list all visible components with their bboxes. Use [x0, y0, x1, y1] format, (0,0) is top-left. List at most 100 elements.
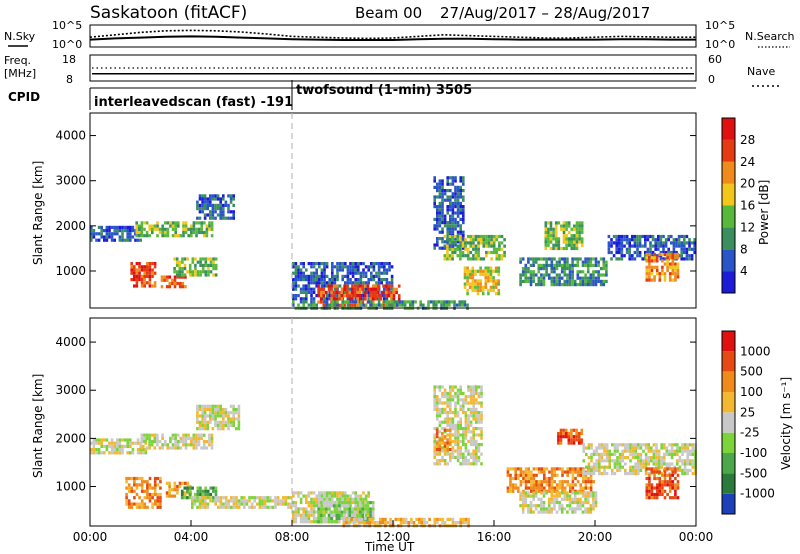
heatmap-cell — [527, 279, 530, 283]
heatmap-cell — [456, 414, 460, 418]
heatmap-cell — [441, 195, 444, 199]
heatmap-cell — [564, 431, 568, 436]
heatmap-cell — [330, 504, 333, 508]
heatmap-cell — [626, 446, 630, 450]
colorbar-swatch — [722, 249, 735, 272]
heatmap-cell — [566, 510, 569, 514]
heatmap-cell — [358, 294, 362, 298]
heatmap-cell — [302, 520, 305, 524]
heatmap-cell — [140, 234, 144, 238]
heatmap-cell — [161, 433, 164, 437]
heatmap-cell — [443, 189, 447, 193]
heatmap-cell — [330, 513, 333, 517]
heatmap-cell — [475, 391, 478, 395]
heatmap-cell — [448, 300, 451, 304]
heatmap-cell — [532, 263, 535, 267]
heatmap-cell — [689, 462, 692, 466]
heatmap-cell — [90, 229, 93, 233]
heatmap-cell — [372, 262, 376, 266]
heatmap-cell — [683, 244, 686, 248]
heatmap-cell — [219, 213, 222, 217]
heatmap-cell — [540, 483, 543, 487]
heatmap-cell — [433, 217, 436, 221]
heatmap-cell — [175, 273, 179, 277]
heatmap-cell — [211, 414, 215, 418]
heatmap-cell — [138, 502, 141, 506]
heatmap-cell — [459, 250, 462, 255]
heatmap-cell — [436, 517, 439, 521]
freq-right-tick-top: 60 — [708, 53, 722, 66]
heatmap-cell — [573, 234, 576, 238]
heatmap-cell — [668, 275, 672, 279]
heatmap-cell — [354, 504, 357, 508]
heatmap-cell — [554, 224, 558, 228]
heatmap-cell — [197, 433, 201, 437]
heatmap-cell — [302, 274, 305, 278]
heatmap-cell — [443, 428, 447, 432]
heatmap-cell — [110, 238, 114, 242]
heatmap-cell — [364, 265, 368, 269]
heatmap-cell — [330, 501, 333, 505]
heatmap-cell — [618, 462, 622, 466]
heatmap-cell — [645, 275, 649, 279]
heatmap-cell — [346, 504, 350, 508]
heatmap-cell — [521, 504, 525, 508]
heatmap-cell — [547, 276, 551, 280]
heatmap-cell — [446, 224, 449, 228]
heatmap-cell — [146, 486, 149, 490]
heatmap-cell — [469, 420, 473, 424]
heatmap-cell — [140, 483, 144, 487]
heatmap-cell — [456, 439, 460, 443]
heatmap-cell — [359, 271, 363, 275]
heatmap-cell — [338, 491, 342, 495]
heatmap-cell — [403, 300, 407, 304]
heatmap-cell — [310, 497, 313, 501]
heatmap-cell — [433, 452, 436, 456]
heatmap-cell — [653, 259, 656, 263]
heatmap-cell — [668, 265, 672, 269]
heatmap-cell — [224, 505, 228, 509]
heatmap-cell — [616, 443, 619, 447]
heatmap-cell — [433, 433, 436, 437]
heatmap-cell — [559, 438, 563, 442]
heatmap-cell — [192, 443, 196, 447]
heatmap-cell — [166, 221, 170, 225]
heatmap-cell — [462, 391, 465, 395]
heatmap-cell — [443, 244, 447, 248]
heatmap-cell — [571, 500, 574, 505]
heatmap-cell — [336, 300, 339, 304]
heatmap-cell — [576, 497, 580, 501]
heatmap-cell — [545, 257, 548, 261]
heatmap-cell — [446, 195, 449, 199]
heatmap-cell — [545, 507, 548, 511]
heatmap-cell — [547, 221, 550, 225]
heatmap-cell — [197, 221, 201, 225]
heatmap-cell — [454, 195, 457, 199]
heatmap-cell — [116, 448, 119, 452]
heatmap-cell — [568, 273, 572, 277]
heatmap-cell — [462, 208, 465, 212]
heatmap-cell — [441, 385, 444, 389]
heatmap-cell — [655, 465, 658, 469]
heatmap-cell — [563, 480, 567, 484]
heatmap-cell — [229, 194, 233, 198]
heatmap-cell — [305, 287, 308, 291]
heatmap-cell — [206, 414, 209, 418]
heatmap-cell — [310, 274, 313, 278]
heatmap-cell — [446, 257, 449, 261]
heatmap-cell — [353, 287, 357, 291]
heatmap-cell — [443, 221, 447, 225]
heatmap-cell — [441, 517, 444, 521]
heatmap-cell — [543, 476, 546, 481]
heatmap-cell — [182, 234, 185, 238]
heatmap-cell — [647, 449, 650, 453]
heatmap-cell — [569, 483, 572, 487]
heatmap-cell — [540, 467, 543, 471]
heatmap-cell — [395, 287, 398, 291]
heatmap-cell — [436, 385, 439, 389]
heatmap-cell — [558, 507, 561, 511]
heatmap-cell — [196, 492, 200, 497]
heatmap-cell — [390, 265, 394, 269]
heatmap-cell — [348, 513, 352, 517]
